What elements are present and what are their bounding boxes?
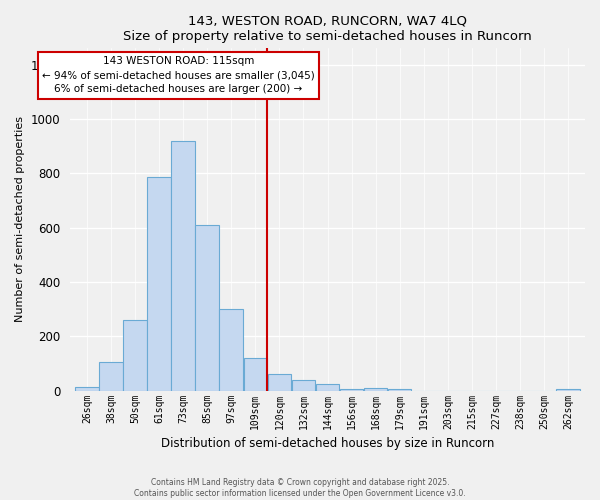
Bar: [196, 225, 219, 390]
Bar: [147, 178, 171, 390]
Title: 143, WESTON ROAD, RUNCORN, WA7 4LQ
Size of property relative to semi-detached ho: 143, WESTON ROAD, RUNCORN, WA7 4LQ Size …: [123, 15, 532, 43]
Bar: [220, 309, 243, 390]
Bar: [123, 320, 147, 390]
X-axis label: Distribution of semi-detached houses by size in Runcorn: Distribution of semi-detached houses by …: [161, 437, 494, 450]
Bar: [244, 358, 267, 390]
Bar: [292, 380, 315, 390]
Text: Contains HM Land Registry data © Crown copyright and database right 2025.
Contai: Contains HM Land Registry data © Crown c…: [134, 478, 466, 498]
Bar: [316, 384, 340, 390]
Y-axis label: Number of semi-detached properties: Number of semi-detached properties: [15, 116, 25, 322]
Bar: [75, 386, 98, 390]
Bar: [172, 140, 195, 390]
Bar: [364, 388, 388, 390]
Text: 143 WESTON ROAD: 115sqm
← 94% of semi-detached houses are smaller (3,045)
6% of : 143 WESTON ROAD: 115sqm ← 94% of semi-de…: [42, 56, 314, 94]
Bar: [99, 362, 123, 390]
Bar: [268, 374, 291, 390]
